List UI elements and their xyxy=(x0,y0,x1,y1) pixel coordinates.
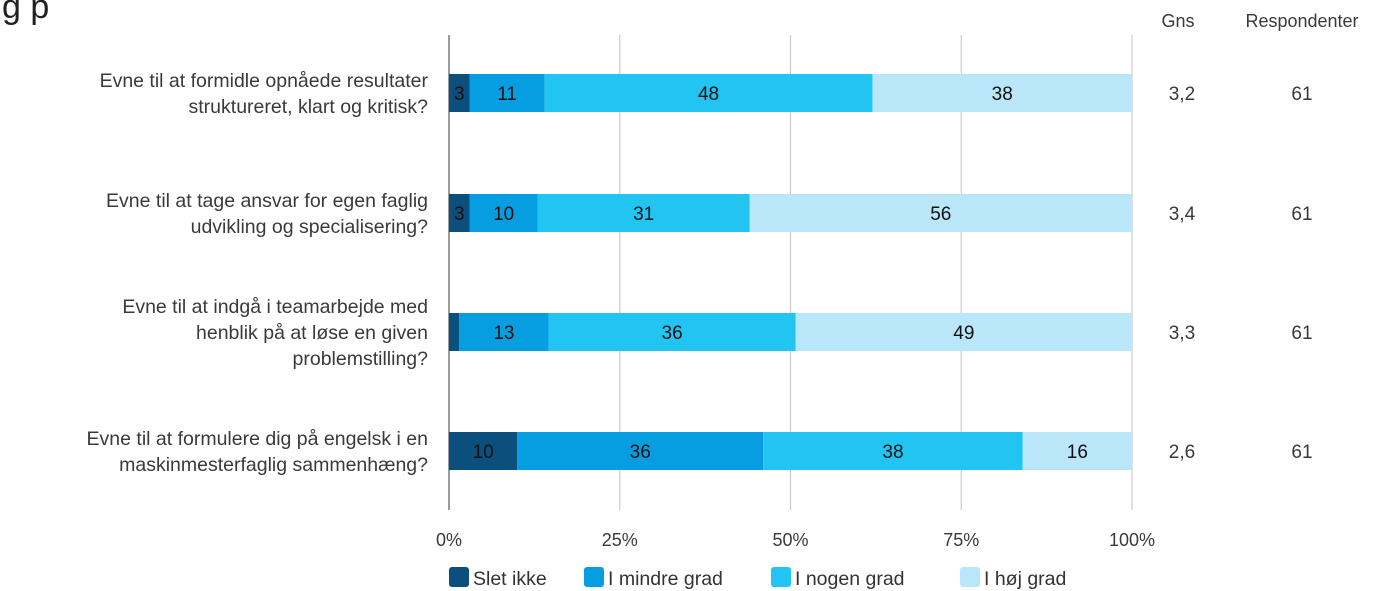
bar-value-label: 13 xyxy=(493,323,514,344)
category-label: henblik på at løse en given xyxy=(196,322,428,344)
bar-segment xyxy=(763,432,1023,470)
bar-segment xyxy=(469,194,538,232)
legend-swatch xyxy=(960,567,980,587)
bar-segment xyxy=(1022,432,1132,470)
bar-value-label: 10 xyxy=(493,204,514,225)
bar-segment xyxy=(449,432,518,470)
legend-swatch xyxy=(584,567,604,587)
legend: Slet ikke I mindre grad I nogen grad I høj … xyxy=(449,567,1066,590)
gridlines xyxy=(448,35,1133,510)
column-header-respondents: Respondenter xyxy=(1245,11,1358,31)
x-tick-label: 100% xyxy=(1109,530,1155,550)
respondents-value: 61 xyxy=(1291,323,1312,344)
category-labels: Evne til at formidle opnåede resultater s… xyxy=(87,70,429,476)
bar-segment xyxy=(544,74,873,112)
mean-value: 3,4 xyxy=(1169,204,1196,225)
bar-segment xyxy=(517,432,764,470)
bar-value-label: 38 xyxy=(992,84,1013,105)
mean-value: 2,6 xyxy=(1169,442,1195,463)
respondents-value: 61 xyxy=(1291,442,1312,463)
mean-value: 3,2 xyxy=(1169,84,1195,105)
bar-segment xyxy=(749,194,1132,232)
category-label: struktureret, klart og kritisk? xyxy=(189,96,429,118)
x-tick-label: 75% xyxy=(943,530,979,550)
column-header-mean: Gns xyxy=(1161,11,1194,31)
bar-value-label: 3 xyxy=(454,204,465,225)
legend-label: I mindre grad xyxy=(608,568,723,590)
bar-value-label: 36 xyxy=(662,323,683,344)
bar-value-label: 11 xyxy=(497,84,517,105)
category-label: problemstilling? xyxy=(293,348,429,370)
bar-segment xyxy=(548,313,796,351)
chart-title-fragment: g p xyxy=(2,0,49,26)
bar-value-label: 38 xyxy=(882,442,903,463)
respondents-value: 61 xyxy=(1291,84,1312,105)
bar-value-label: 36 xyxy=(630,442,651,463)
bar-value-label: 49 xyxy=(953,323,974,344)
bar-segment xyxy=(872,74,1132,112)
legend-swatch xyxy=(771,567,791,587)
category-label: udvikling og specialisering? xyxy=(191,216,429,238)
category-label: Evne til at formidle opnåede resultater xyxy=(100,70,429,92)
bar-segment xyxy=(459,313,549,351)
x-axis-ticks: 0% 25% 50% 75% 100% xyxy=(436,530,1155,550)
x-tick-label: 0% xyxy=(436,530,462,550)
mean-value: 3,3 xyxy=(1169,323,1195,344)
bar-segment xyxy=(449,194,470,232)
bar-value-label: 48 xyxy=(698,84,719,105)
bar-value-label: 31 xyxy=(633,204,654,225)
bar-segment xyxy=(449,74,470,112)
legend-swatch xyxy=(449,567,469,587)
bar-value-label: 3 xyxy=(454,84,465,105)
stat-columns: 3,2 61 3,4 61 3,3 61 2,6 61 xyxy=(1169,84,1313,463)
bar-value-label: 16 xyxy=(1067,442,1088,463)
respondents-value: 61 xyxy=(1291,204,1312,225)
x-tick-label: 50% xyxy=(772,530,808,550)
bar-value-label: 10 xyxy=(473,442,494,463)
category-label: Evne til at indgå i teamarbejde med xyxy=(122,296,428,318)
bar-value-label: 56 xyxy=(930,204,951,225)
bar-segment xyxy=(469,74,545,112)
bar-segment xyxy=(537,194,750,232)
category-label: Evne til at formulere dig på engelsk i e… xyxy=(87,428,428,450)
category-label: Evne til at tage ansvar for egen faglig xyxy=(106,190,428,212)
legend-label: I nogen grad xyxy=(795,568,905,590)
bar-segment xyxy=(795,313,1132,351)
x-tick-label: 25% xyxy=(602,530,638,550)
bars: 3 11 48 38 3 10 31 56 13 36 49 10 36 38 16 xyxy=(449,74,1132,470)
bar-segment xyxy=(449,313,460,351)
category-label: maskinmesterfaglig sammenhæng? xyxy=(119,454,428,476)
legend-label: Slet ikke xyxy=(473,568,547,590)
legend-label: I høj grad xyxy=(984,568,1066,590)
